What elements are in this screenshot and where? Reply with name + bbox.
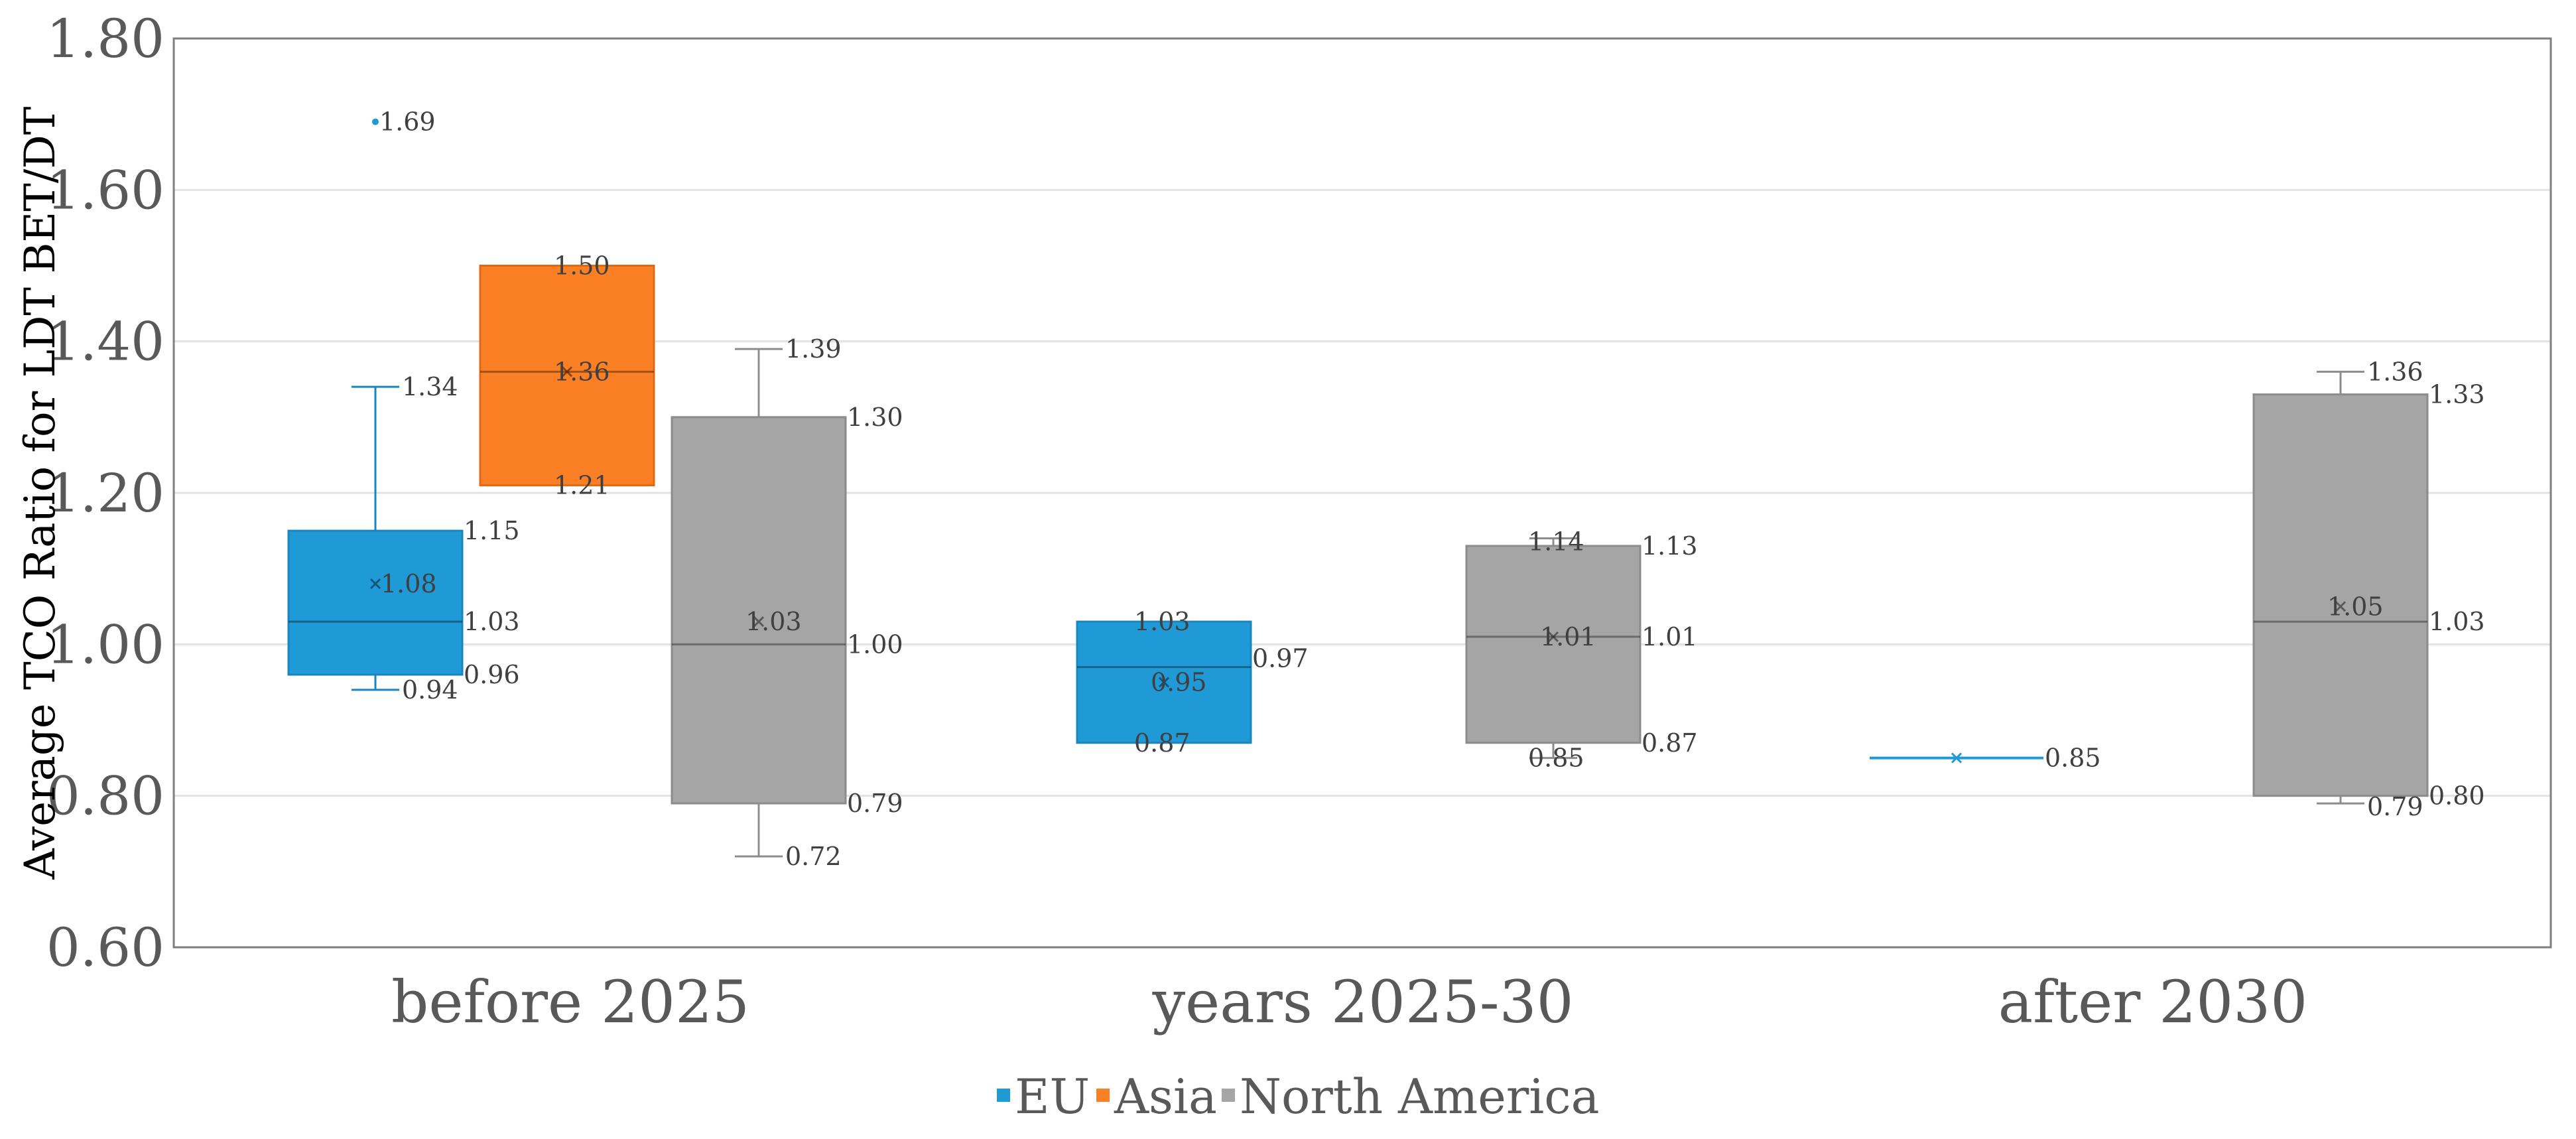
y-tick-label: 1.80	[46, 8, 164, 70]
data-label: 1.30	[847, 403, 903, 432]
data-label: 0.87	[1134, 728, 1191, 758]
data-label: 1.69	[379, 107, 436, 137]
legend-label: EU	[1015, 1069, 1090, 1124]
box-iqr	[671, 416, 847, 805]
legend-swatch	[997, 1089, 1010, 1102]
data-label: 1.34	[402, 372, 458, 401]
outlier-point	[372, 118, 379, 125]
x-axis-categories: before 2025 years 2025-30 after 2030	[391, 968, 2307, 1036]
y-axis-label: Average TCO Ratio for LDT BET/DT	[16, 106, 65, 880]
data-label: 1.36	[2367, 357, 2423, 386]
x-category-label: years 2025-30	[1151, 968, 1573, 1036]
box-iqr	[479, 265, 655, 487]
box-north-america-after-2030	[2252, 370, 2429, 805]
y-tick-label: 1.20	[46, 462, 164, 524]
data-label: 1.00	[847, 630, 903, 659]
box-eu-years-2025-30	[1076, 620, 1252, 744]
box-north-america-before-2025	[671, 348, 847, 858]
legend-swatch	[1096, 1089, 1110, 1102]
box-eu-before-2025	[287, 118, 464, 691]
y-tick-label: 1.40	[46, 311, 164, 373]
data-label: 0.87	[1642, 728, 1698, 758]
box-series	[287, 118, 2429, 858]
x-category-label: before 2025	[391, 968, 749, 1036]
data-label: 0.79	[847, 789, 903, 818]
mean-marker	[753, 616, 765, 628]
y-tick-label: 0.60	[46, 917, 164, 978]
data-label: 1.15	[464, 516, 520, 545]
y-tick-label: 1.00	[46, 614, 164, 675]
mean-marker	[1547, 631, 1559, 642]
data-label: 1.01	[1540, 622, 1596, 651]
box-iqr	[1465, 545, 1642, 744]
data-label: 0.96	[464, 660, 520, 689]
box-iqr	[1076, 620, 1252, 744]
data-label: 1.03	[464, 607, 520, 636]
data-label: 1.01	[1642, 622, 1698, 651]
data-label: 1.03	[1134, 607, 1191, 636]
data-label: 1.33	[2429, 380, 2485, 409]
legend: EU Asia North America	[997, 1069, 1600, 1124]
legend-swatch	[1222, 1089, 1235, 1102]
data-label: 1.14	[1528, 527, 1584, 557]
data-labels: 1.69 1.34 1.15 1.08 1.03 0.960.94 1.03 0.97 0.95…	[379, 107, 2485, 871]
data-label: 0.80	[2429, 781, 2485, 811]
y-axis-ticks: 0.60 0.80 1.00 1.20 1.40 1.60 1.80	[46, 8, 164, 978]
data-label: 1.03	[2429, 607, 2485, 636]
x-category-label: after 2030	[1998, 968, 2307, 1036]
data-label: 1.21	[554, 471, 610, 500]
mean-marker	[1158, 677, 1170, 688]
box-eu-after-2030	[1870, 752, 2043, 764]
plot-area	[172, 37, 2552, 949]
data-label: 1.03	[745, 607, 802, 636]
box-iqr	[287, 529, 464, 676]
data-label: 0.85	[2045, 744, 2101, 773]
data-label: 1.05	[2327, 592, 2384, 621]
data-label: 1.36	[554, 357, 610, 386]
mean-marker	[561, 366, 573, 377]
legend-label: Asia	[1114, 1069, 1217, 1124]
data-label: 0.95	[1151, 667, 1207, 697]
data-label: 1.13	[1642, 531, 1698, 561]
data-label: 1.50	[554, 251, 610, 281]
box-asia-before-2025	[479, 265, 655, 487]
mean-marker	[2335, 601, 2347, 612]
legend-label: North America	[1240, 1069, 1600, 1124]
mean-marker	[369, 578, 381, 590]
data-label: 0.94	[402, 675, 458, 704]
box-north-america-years-2025-30	[1465, 537, 1642, 760]
data-label: 0.72	[785, 842, 842, 871]
data-label: 1.39	[785, 334, 842, 364]
data-label: 0.97	[1252, 644, 1309, 673]
box-iqr	[2252, 393, 2429, 797]
data-label: 0.79	[2367, 792, 2423, 821]
y-tick-label: 1.60	[46, 159, 164, 221]
y-tick-label: 0.80	[46, 766, 164, 827]
data-label: 1.08	[381, 569, 437, 598]
mean-marker	[1951, 752, 1963, 764]
data-label: 0.85	[1528, 744, 1584, 773]
